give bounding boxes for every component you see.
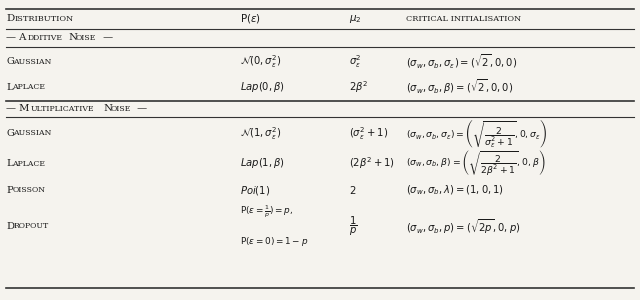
Text: $(\sigma_w, \sigma_b, p) = (\sqrt{2p}, 0, p)$: $(\sigma_w, \sigma_b, p) = (\sqrt{2p}, 0…	[406, 217, 521, 236]
Text: $\dfrac{1}{p}$: $\dfrac{1}{p}$	[349, 215, 357, 238]
Text: $\mathit{Lap}(0, \beta)$: $\mathit{Lap}(0, \beta)$	[240, 80, 285, 94]
Text: $(\sigma_w, \sigma_b, \beta) = (\sqrt{2}, 0, 0)$: $(\sigma_w, \sigma_b, \beta) = (\sqrt{2}…	[406, 78, 513, 96]
Text: — A: — A	[6, 33, 27, 42]
Text: OISSON: OISSON	[12, 187, 45, 194]
Text: P: P	[6, 186, 13, 195]
Text: $\mathcal{N}(0, \sigma_\epsilon^2)$: $\mathcal{N}(0, \sigma_\epsilon^2)$	[240, 53, 282, 70]
Text: ULTIPLICATIVE: ULTIPLICATIVE	[31, 105, 94, 113]
Text: N: N	[66, 33, 78, 42]
Text: L: L	[6, 82, 13, 91]
Text: D: D	[6, 222, 15, 231]
Text: N: N	[101, 104, 113, 113]
Text: $(\sigma_\epsilon^2 + 1)$: $(\sigma_\epsilon^2 + 1)$	[349, 125, 388, 142]
Text: $\sigma_\epsilon^2$: $\sigma_\epsilon^2$	[349, 53, 362, 70]
Text: CRITICAL INITIALISATION: CRITICAL INITIALISATION	[406, 15, 522, 23]
Text: L: L	[6, 159, 13, 168]
Text: OISE: OISE	[111, 105, 131, 113]
Text: APLACE: APLACE	[12, 160, 45, 167]
Text: OISE: OISE	[76, 34, 96, 41]
Text: $\mathit{Poi}(1)$: $\mathit{Poi}(1)$	[240, 184, 270, 197]
Text: $\mathrm{P}(\epsilon = 0) = 1 - p$: $\mathrm{P}(\epsilon = 0) = 1 - p$	[240, 235, 308, 248]
Text: $2\beta^2$: $2\beta^2$	[349, 79, 368, 95]
Text: G: G	[6, 57, 15, 66]
Text: $\mathrm{P}(\epsilon)$: $\mathrm{P}(\epsilon)$	[240, 12, 261, 25]
Text: $\mu_2$: $\mu_2$	[349, 13, 362, 25]
Text: ISTRIBUTION: ISTRIBUTION	[14, 15, 73, 23]
Text: $\mathrm{P}(\epsilon = \frac{1}{p}) = p,$: $\mathrm{P}(\epsilon = \frac{1}{p}) = p,…	[240, 204, 293, 219]
Text: $(\sigma_w, \sigma_b, \sigma_\epsilon) = (\sqrt{2}, 0, 0)$: $(\sigma_w, \sigma_b, \sigma_\epsilon) =…	[406, 52, 518, 70]
Text: AUSSIAN: AUSSIAN	[13, 130, 52, 137]
Text: $2$: $2$	[349, 184, 356, 196]
Text: DDITIVE: DDITIVE	[28, 34, 63, 41]
Text: $(\sigma_w, \sigma_b, \sigma_\epsilon) = \left(\sqrt{\dfrac{2}{\sigma_\epsilon^2: $(\sigma_w, \sigma_b, \sigma_\epsilon) =…	[406, 117, 548, 150]
Text: D: D	[6, 14, 15, 23]
Text: $\mathit{Lap}(1, \beta)$: $\mathit{Lap}(1, \beta)$	[240, 157, 285, 170]
Text: —: —	[134, 104, 148, 113]
Text: ROPOUT: ROPOUT	[13, 223, 49, 230]
Text: —: —	[100, 33, 114, 42]
Text: G: G	[6, 129, 15, 138]
Text: APLACE: APLACE	[12, 83, 45, 91]
Text: $(\sigma_w, \sigma_b, \beta) = \left(\sqrt{\dfrac{2}{2\beta^2+1}}, 0, \beta\righ: $(\sigma_w, \sigma_b, \beta) = \left(\sq…	[406, 149, 546, 178]
Text: $(2\beta^2 + 1)$: $(2\beta^2 + 1)$	[349, 156, 395, 171]
Text: — M: — M	[6, 104, 30, 113]
Text: AUSSIAN: AUSSIAN	[13, 58, 52, 65]
Text: $\mathcal{N}(1, \sigma_\epsilon^2)$: $\mathcal{N}(1, \sigma_\epsilon^2)$	[240, 125, 282, 142]
Text: $(\sigma_w, \sigma_b, \lambda) = (1, 0, 1)$: $(\sigma_w, \sigma_b, \lambda) = (1, 0, …	[406, 184, 504, 197]
